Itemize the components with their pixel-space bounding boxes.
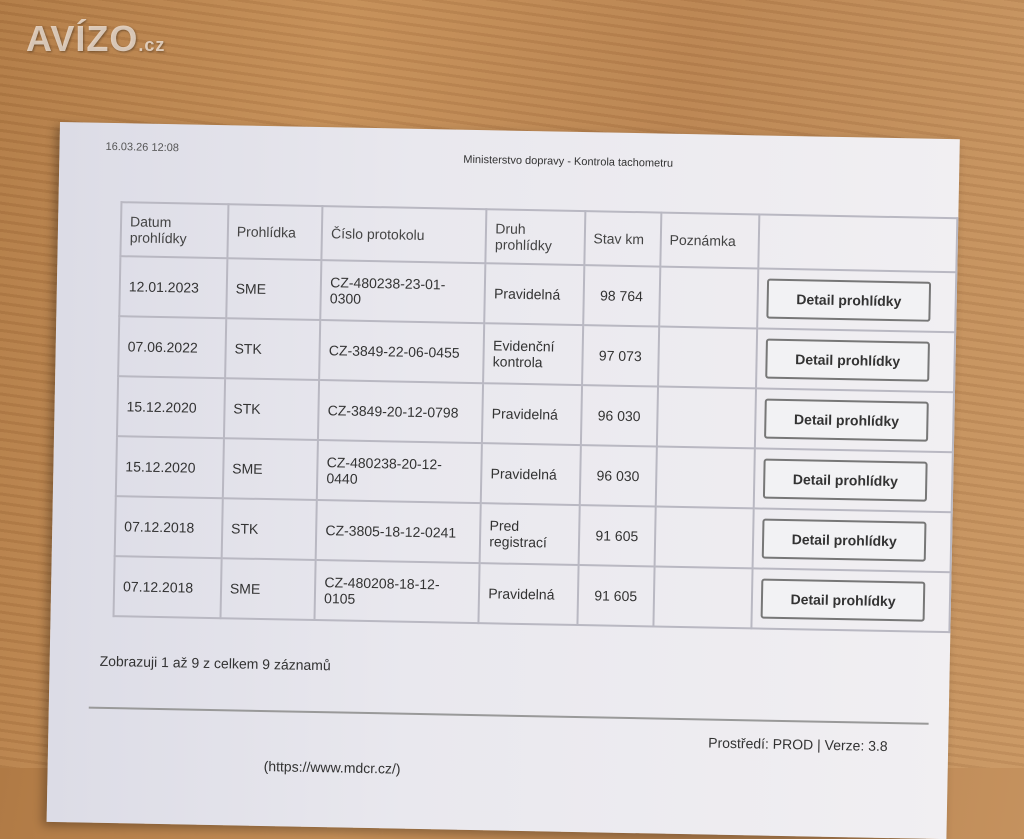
- print-datetime: 16.03.26 12:08: [105, 140, 180, 155]
- cell-note: [657, 326, 758, 389]
- cell-type: SME: [226, 258, 322, 321]
- cell-kind: Pravidelná: [478, 563, 579, 626]
- cell-note: [654, 506, 754, 569]
- cell-km: 98 764: [582, 265, 661, 327]
- cell-action: Detail prohlídky: [753, 448, 953, 513]
- column-header: Stav km: [583, 211, 662, 267]
- column-header: [758, 214, 958, 273]
- records-info: Zobrazuji 1 až 9 z celkem 9 záznamů: [99, 652, 331, 674]
- environment-version: Prostředí: PROD | Verze: 3.8: [708, 734, 888, 755]
- cell-protocol: CZ-480238-20-12-0440: [317, 440, 483, 504]
- cell-km: 91 605: [577, 565, 655, 627]
- cell-type: SME: [220, 558, 316, 620]
- cell-action: Detail prohlídky: [752, 508, 952, 573]
- detail-button[interactable]: Detail prohlídky: [765, 338, 931, 382]
- detail-button[interactable]: Detail prohlídky: [766, 278, 932, 322]
- cell-protocol: CZ-480238-23-01-0300: [320, 260, 486, 324]
- column-header: Poznámka: [660, 212, 760, 269]
- inspection-table: Datum prohlídky Prohlídka Číslo protokolu D…: [113, 201, 959, 633]
- cell-type: STK: [221, 498, 318, 560]
- cell-date: 15.12.2020: [115, 436, 224, 499]
- cell-kind: Pravidelná: [481, 443, 581, 506]
- cell-kind: Pravidelná: [482, 383, 582, 446]
- cell-km: 96 030: [579, 445, 657, 507]
- cell-km: 96 030: [580, 385, 658, 447]
- cell-action: Detail prohlídky: [754, 388, 954, 453]
- cell-km: 97 073: [581, 325, 659, 387]
- cell-action: Detail prohlídky: [751, 568, 951, 633]
- cell-protocol: CZ-480208-18-12-0105: [314, 559, 480, 624]
- cell-kind: Evidenční kontrola: [483, 323, 583, 386]
- cell-date: 12.01.2023: [119, 256, 228, 319]
- page-title: Ministerstvo dopravy - Kontrola tachomet…: [463, 153, 674, 170]
- cell-action: Detail prohlídky: [756, 328, 956, 393]
- printed-page: 16.03.26 12:08 Ministerstvo dopravy - Ko…: [46, 122, 960, 839]
- cell-km: 91 605: [578, 505, 656, 567]
- watermark-logo: AVÍZO.cz: [26, 18, 166, 59]
- cell-protocol: CZ-3849-22-06-0455: [319, 320, 485, 384]
- column-header: Prohlídka: [227, 204, 323, 261]
- cell-kind: Pred registrací: [479, 503, 580, 566]
- cell-protocol: CZ-3849-20-12-0798: [318, 380, 484, 444]
- detail-button[interactable]: Detail prohlídky: [763, 458, 928, 502]
- detail-button[interactable]: Detail prohlídky: [760, 578, 926, 622]
- cell-note: [655, 446, 755, 509]
- cell-note: [653, 566, 753, 629]
- cell-date: 07.06.2022: [118, 316, 227, 379]
- column-header: Číslo protokolu: [321, 206, 487, 264]
- footer-url[interactable]: (https://www.mdcr.cz/): [263, 758, 401, 777]
- column-header: Datum prohlídky: [120, 202, 229, 259]
- cell-date: 07.12.2018: [113, 556, 222, 619]
- cell-protocol: CZ-3805-18-12-0241: [315, 500, 482, 564]
- cell-date: 07.12.2018: [114, 496, 223, 559]
- detail-button[interactable]: Detail prohlídky: [761, 518, 927, 562]
- cell-action: Detail prohlídky: [757, 268, 957, 333]
- detail-button[interactable]: Detail prohlídky: [764, 398, 929, 442]
- cell-date: 15.12.2020: [116, 376, 225, 439]
- cell-note: [656, 386, 757, 449]
- cell-type: STK: [223, 378, 320, 441]
- cell-type: SME: [222, 438, 319, 501]
- divider: [88, 706, 929, 725]
- cell-kind: Pravidelná: [484, 263, 584, 326]
- cell-note: [658, 266, 759, 329]
- cell-type: STK: [224, 318, 321, 381]
- column-header: Druh prohlídky: [485, 209, 586, 266]
